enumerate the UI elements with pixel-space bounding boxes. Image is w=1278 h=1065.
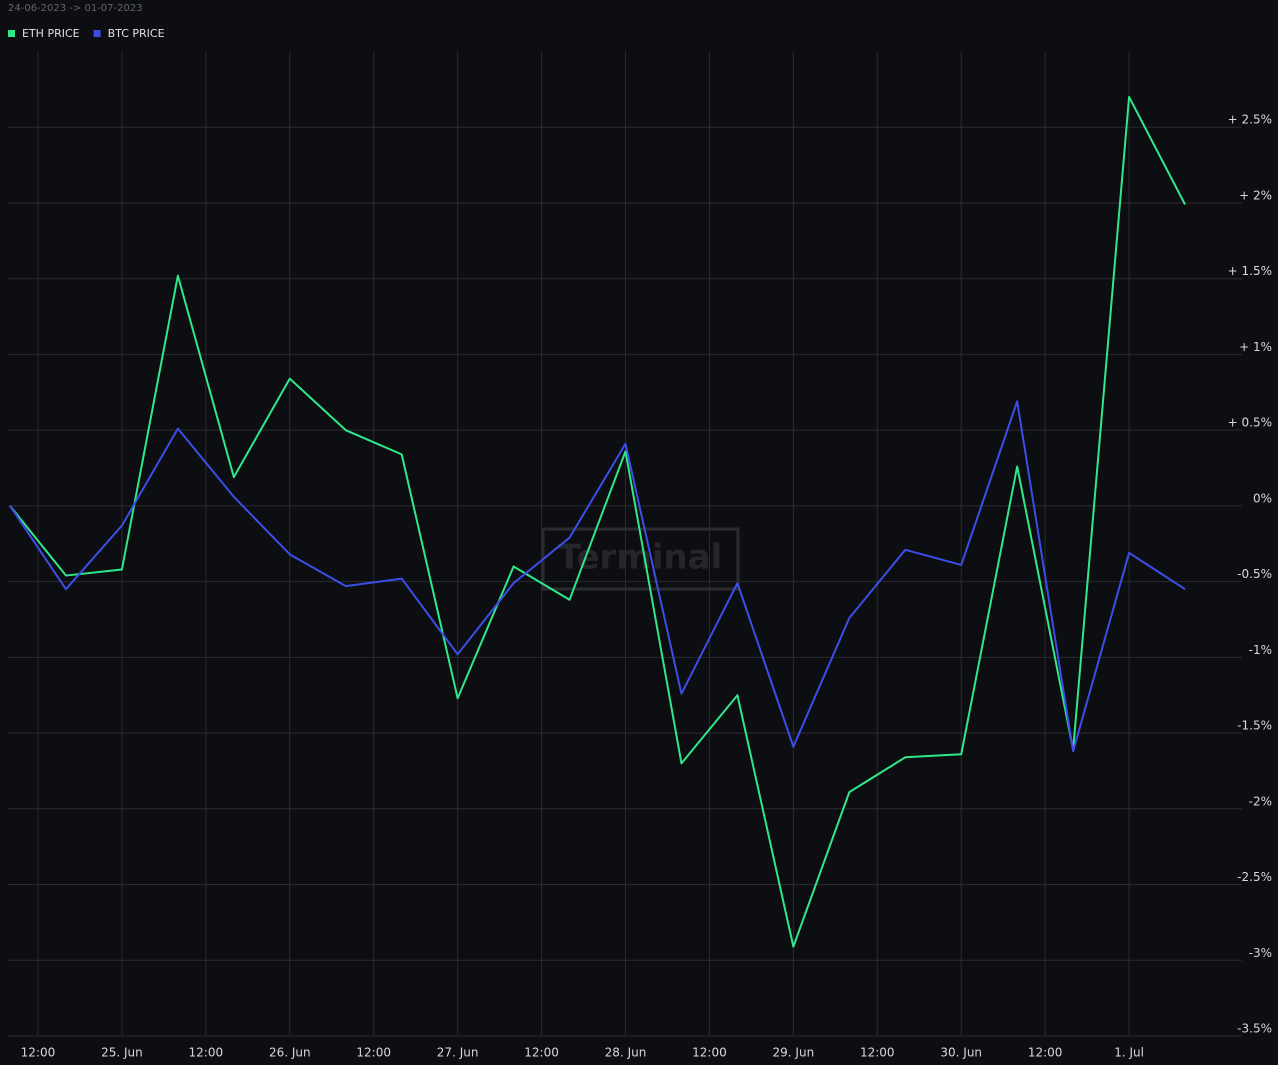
x-tick-label: 12:00 xyxy=(21,1046,56,1060)
x-tick-label: 12:00 xyxy=(692,1046,727,1060)
x-tick-label: 28. Jun xyxy=(605,1046,647,1060)
y-tick-label: -1% xyxy=(1249,643,1272,657)
line xyxy=(9,95,1186,948)
y-tick-label: + 0.5% xyxy=(1228,416,1272,430)
y-tick-label: -3.5% xyxy=(1237,1022,1272,1036)
x-tick-label: 26. Jun xyxy=(269,1046,311,1060)
x-tick-label: 12:00 xyxy=(189,1046,224,1060)
x-tick-label: 29. Jun xyxy=(773,1046,815,1060)
x-tick-label: 1. Jul xyxy=(1114,1046,1144,1060)
y-tick-label: -2.5% xyxy=(1237,870,1272,884)
watermark: Terminal xyxy=(558,538,722,578)
x-tick-label: 12:00 xyxy=(860,1046,895,1060)
x-tick-label: 25. Jun xyxy=(101,1046,143,1060)
y-tick-label: + 1.5% xyxy=(1228,264,1272,278)
legend-swatch xyxy=(8,30,15,37)
y-tick-label: -2% xyxy=(1249,794,1272,808)
y-tick-label: -0.5% xyxy=(1237,567,1272,581)
legend-swatch xyxy=(93,30,101,37)
x-tick-label: 12:00 xyxy=(356,1046,391,1060)
y-tick-label: -1.5% xyxy=(1237,719,1272,733)
legend-label: ETH PRICE xyxy=(22,27,80,40)
y-tick-label: + 2% xyxy=(1239,188,1272,202)
y-tick-label: -3% xyxy=(1249,946,1272,960)
y-tick-label: 0% xyxy=(1253,491,1272,505)
line xyxy=(9,400,1186,753)
subtitle: 24-06-2023 -> 01-07-2023 xyxy=(8,3,143,14)
x-tick-label: 12:00 xyxy=(1028,1046,1063,1060)
x-tick-label: 30. Jun xyxy=(940,1046,982,1060)
x-tick-label: 12:00 xyxy=(524,1046,559,1060)
x-tick-label: 27. Jun xyxy=(437,1046,479,1060)
y-tick-label: + 2.5% xyxy=(1228,113,1272,127)
y-tick-label: + 1% xyxy=(1239,340,1272,354)
legend-label: BTC PRICE xyxy=(108,27,165,40)
